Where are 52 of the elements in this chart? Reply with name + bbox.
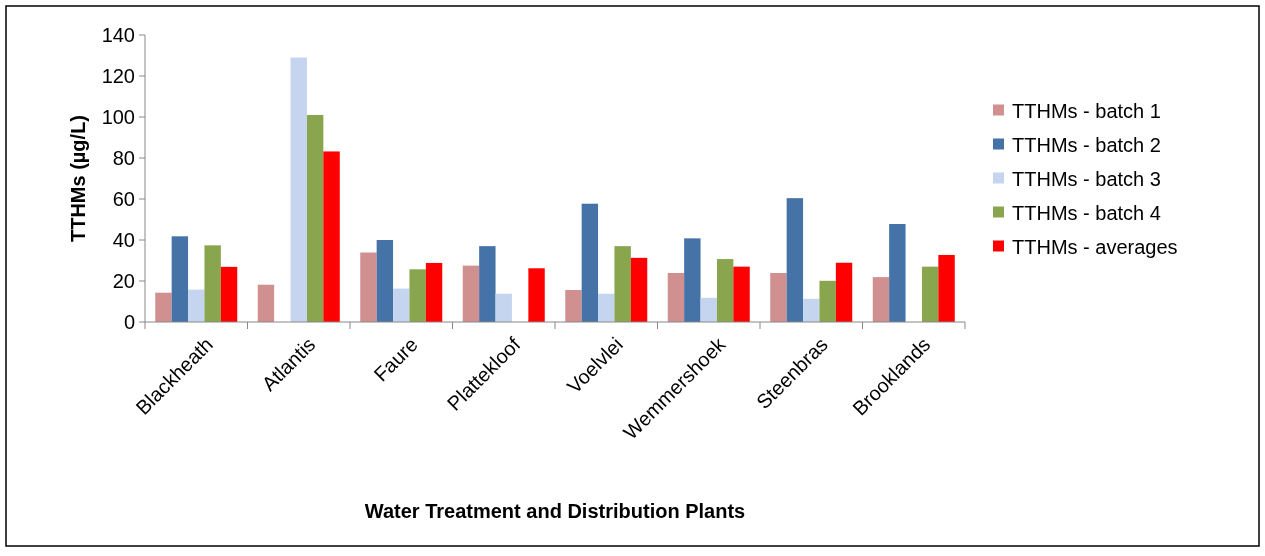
bar	[204, 245, 221, 322]
y-axis-title: TTHMs (µg/L)	[67, 114, 89, 243]
bar	[323, 151, 340, 322]
bar	[700, 297, 717, 322]
bar	[409, 269, 426, 322]
bar	[171, 236, 189, 322]
bar	[684, 238, 701, 322]
bar	[889, 224, 906, 322]
bar	[598, 293, 615, 322]
y-tick-label: 40	[112, 229, 135, 251]
y-tick-label: 0	[123, 311, 135, 333]
legend-label: TTHMs - batch 4	[1012, 201, 1161, 224]
bar	[614, 246, 631, 322]
bar	[155, 292, 172, 322]
bar	[360, 252, 377, 322]
bar	[479, 246, 496, 322]
y-tick-label: 100	[101, 106, 135, 128]
bar	[462, 265, 480, 322]
bar	[306, 114, 324, 322]
y-tick-label: 120	[101, 65, 135, 87]
bar	[220, 266, 238, 322]
bar	[528, 268, 545, 322]
bar	[803, 298, 820, 322]
bar	[716, 259, 734, 322]
bar	[667, 273, 685, 322]
legend-label: TTHMs - averages	[1012, 235, 1178, 258]
bar	[581, 203, 599, 322]
bar	[872, 277, 890, 322]
bar	[393, 288, 410, 322]
bar	[290, 57, 307, 322]
bar	[938, 254, 955, 322]
bar	[819, 280, 836, 322]
legend-label: TTHMs - batch 1	[1012, 99, 1161, 122]
y-tick-label: 60	[112, 188, 135, 210]
y-tick-label: 80	[112, 147, 135, 169]
bar	[835, 262, 853, 322]
bar	[565, 290, 582, 322]
legend-label: TTHMs - batch 2	[1012, 133, 1161, 156]
bar	[188, 289, 205, 322]
y-tick-label: 140	[101, 24, 135, 46]
bar	[425, 262, 443, 322]
bar	[376, 240, 394, 322]
bar	[733, 266, 750, 322]
bar	[921, 266, 939, 322]
y-tick-label: 20	[112, 270, 135, 292]
x-axis-title: Water Treatment and Distribution Plants	[364, 500, 746, 522]
legend-label: TTHMs - batch 3	[1012, 167, 1161, 190]
bar	[786, 198, 804, 322]
bar	[495, 293, 512, 322]
bar	[770, 273, 787, 322]
bar	[257, 284, 275, 322]
bar	[630, 257, 648, 322]
